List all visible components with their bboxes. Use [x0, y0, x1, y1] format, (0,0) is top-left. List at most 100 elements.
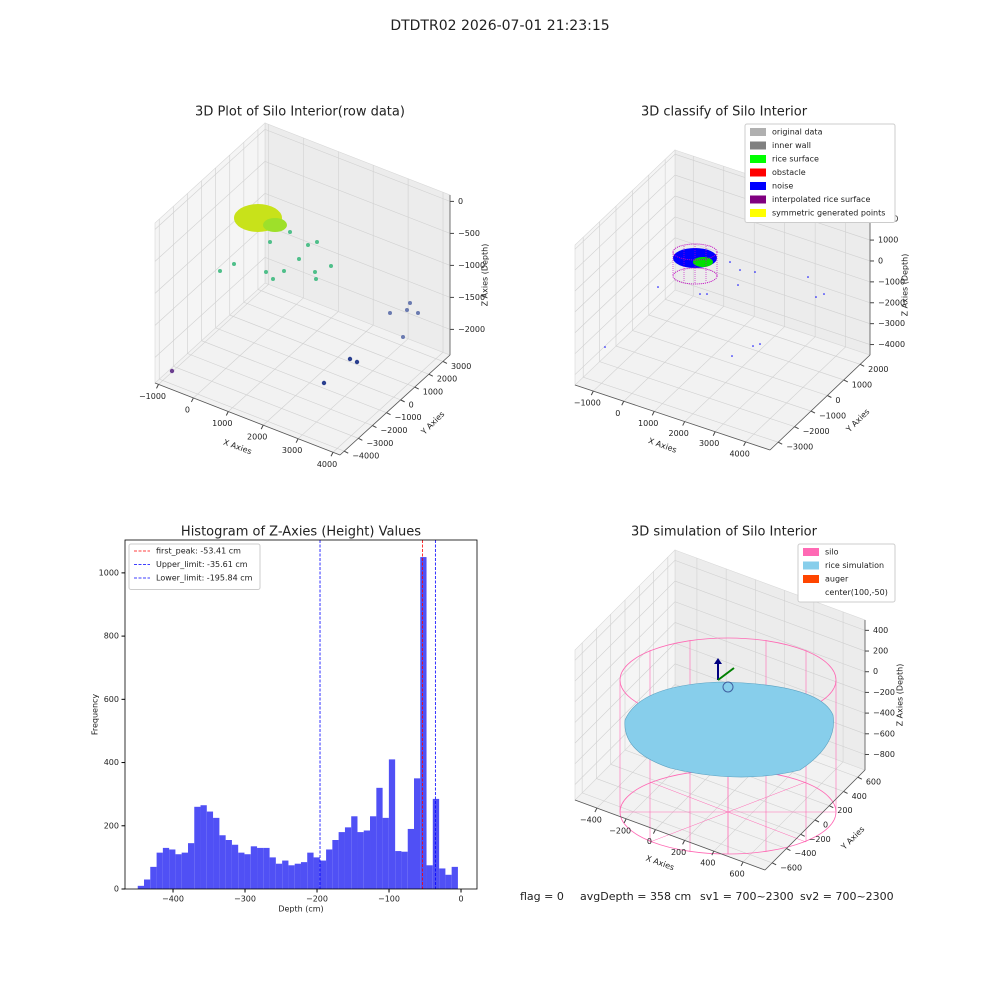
- grid-line: [674, 237, 871, 304]
- bar: [388, 759, 396, 889]
- y-axis-label: Frequency: [91, 694, 100, 736]
- legend-swatch: [750, 155, 766, 163]
- legend-label: symmetric generated points: [772, 209, 885, 218]
- tick-mark: [372, 425, 377, 428]
- z-tick-label: −800: [873, 750, 895, 759]
- chart-title: 3D classify of Silo Interior: [641, 105, 808, 120]
- x-tick-label: 400: [700, 859, 715, 868]
- grid-line: [159, 378, 345, 452]
- tick-mark: [777, 441, 783, 445]
- tick-mark: [771, 862, 777, 866]
- x-tick-label: 4000: [729, 449, 749, 458]
- z-tick-label: 0: [878, 256, 883, 265]
- x-tick-label: −100: [378, 895, 400, 904]
- grid-line: [632, 330, 828, 396]
- y-tick-label: 400: [852, 792, 867, 801]
- legend-label: silo: [825, 548, 839, 557]
- bar: [414, 778, 421, 889]
- tick-mark: [740, 861, 744, 867]
- footer-text: avgDepth = 358 cm: [580, 890, 691, 903]
- bar: [144, 879, 151, 889]
- tick-mark: [225, 411, 229, 416]
- y-axis-label: Y Axies: [839, 825, 867, 853]
- tick-mark: [829, 805, 834, 809]
- x-tick-label: 200: [671, 848, 686, 857]
- grid-line: [264, 129, 451, 202]
- tick-mark: [743, 441, 747, 447]
- bar: [382, 817, 389, 889]
- grid-line: [583, 376, 779, 443]
- y-tick-label: 600: [866, 778, 881, 787]
- axis-line: [769, 354, 871, 451]
- legend-box: [128, 543, 261, 590]
- bar: [363, 830, 371, 889]
- tick-mark: [386, 412, 391, 416]
- bar: [300, 862, 308, 889]
- tick-mark: [794, 426, 799, 430]
- chart-title: 3D Plot of Silo Interior(row data): [195, 105, 405, 120]
- tick-mark: [428, 373, 434, 377]
- y-axis-label: Y Axies: [419, 410, 447, 438]
- x-tick-label: 0: [615, 409, 620, 418]
- bar: [225, 840, 232, 889]
- bar: [263, 847, 270, 889]
- grid-line: [229, 314, 415, 388]
- tick-mark: [800, 833, 805, 837]
- grid-line: [714, 336, 816, 432]
- legend-swatch: [803, 575, 819, 583]
- bar: [307, 852, 314, 889]
- z-tick-label: 200: [873, 647, 888, 656]
- grid-line: [154, 225, 266, 326]
- z-tick-label: 0: [458, 197, 463, 206]
- legend-box: [797, 543, 896, 603]
- grid-line: [574, 560, 676, 661]
- bar: [451, 866, 458, 889]
- z-axis-label: Z Axies (Depth): [896, 664, 905, 727]
- bar: [407, 828, 415, 889]
- tick-mark: [682, 421, 686, 426]
- tick-mark: [358, 437, 363, 441]
- tick-mark: [442, 360, 448, 364]
- axis-line: [574, 799, 766, 871]
- x-tick-label: 0: [185, 405, 190, 414]
- grid-line: [264, 161, 451, 234]
- x-tick-label: −400: [162, 895, 184, 904]
- bar: [250, 846, 258, 889]
- footer-text: flag = 0: [520, 890, 564, 903]
- grid-line: [674, 216, 871, 283]
- z-tick-label: −4000: [878, 340, 905, 349]
- tick-mark: [344, 450, 349, 454]
- legend-swatch: [803, 561, 819, 570]
- grid-line: [674, 580, 866, 652]
- bar: [370, 816, 377, 889]
- y-tick-label: −600: [780, 863, 802, 872]
- tick-mark: [843, 379, 848, 383]
- grid-line: [596, 778, 787, 849]
- grid-line: [574, 601, 676, 702]
- axis-line: [154, 382, 341, 456]
- bar: [357, 832, 364, 889]
- y-tick-label: −2000: [380, 426, 407, 435]
- bar: [351, 816, 358, 889]
- bar: [319, 860, 327, 889]
- point-cloud: [169, 204, 420, 386]
- pane: [574, 149, 676, 386]
- legend-swatch: [750, 168, 766, 177]
- pane: [154, 122, 266, 384]
- x-tick-label: −300: [234, 895, 256, 904]
- x-tick-label: 2000: [669, 429, 689, 438]
- legend-label: noise: [772, 182, 793, 191]
- axis-line: [339, 354, 451, 456]
- legend-swatch: [750, 209, 766, 217]
- bar: [445, 874, 452, 889]
- bar: [244, 854, 251, 889]
- grid-line: [154, 129, 266, 230]
- legend-label: first_peak: -53.41 cm: [156, 547, 241, 556]
- grid-line: [674, 601, 866, 673]
- grid-line: [674, 642, 866, 714]
- tick-mark: [156, 384, 159, 389]
- grid-line: [257, 289, 444, 362]
- tick-mark: [621, 401, 625, 406]
- bar: [169, 849, 176, 889]
- tick-mark: [414, 386, 419, 390]
